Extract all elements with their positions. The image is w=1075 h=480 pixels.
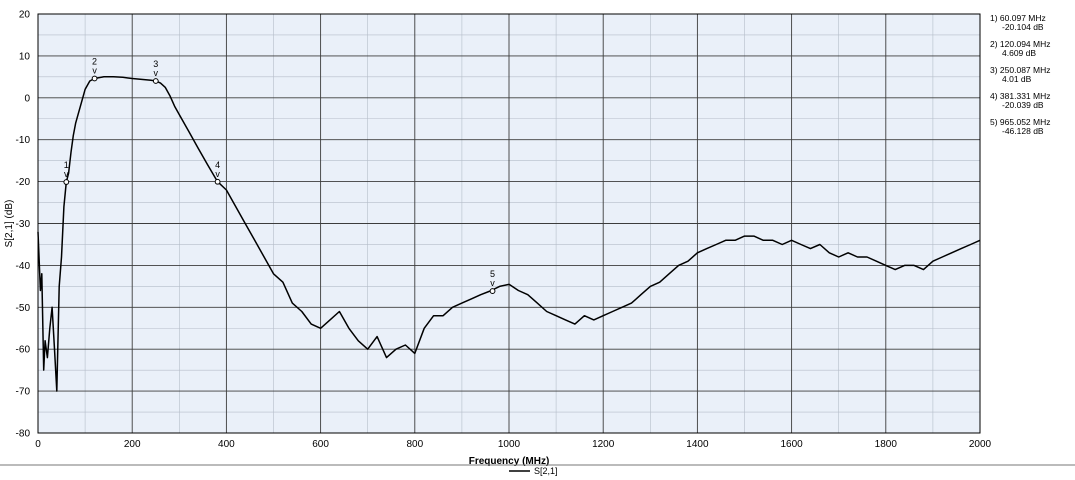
- marker-readout-freq-2: 2) 120.094 MHz: [990, 39, 1050, 49]
- x-tick-label: 1600: [780, 439, 803, 450]
- y-axis-label: S[2,1] (dB): [4, 200, 15, 248]
- marker-point-2: [91, 75, 98, 82]
- y-tick-label: -70: [16, 387, 31, 398]
- y-axis-ticks: 20 10 0 -10 -20 -30 -40 -50 -60 -70 -80: [16, 10, 31, 440]
- marker-label-3: 3: [153, 59, 158, 69]
- marker-readout-db-3: 4.01 dB: [1002, 74, 1032, 84]
- x-tick-label: 600: [312, 439, 329, 450]
- marker-readout-freq-3: 3) 250.087 MHz: [990, 65, 1050, 75]
- marker-readout-db-2: 4.609 dB: [1002, 48, 1036, 58]
- x-tick-label: 0: [35, 439, 41, 450]
- marker-glyph-2: v: [92, 65, 97, 75]
- y-tick-label: -50: [16, 303, 31, 314]
- marker-label-1: 1: [64, 160, 69, 170]
- legend: S[2,1]: [509, 466, 558, 476]
- x-tick-label: 2000: [969, 439, 992, 450]
- x-tick-label: 400: [218, 439, 235, 450]
- x-tick-label: 200: [124, 439, 141, 450]
- legend-label-s21: S[2,1]: [534, 466, 558, 476]
- marker-readout-db-5: -46.128 dB: [1002, 126, 1044, 136]
- y-tick-label: 0: [24, 93, 30, 104]
- marker-label-2: 2: [92, 56, 97, 66]
- marker-label-4: 4: [215, 160, 220, 170]
- marker-point-3: [152, 78, 159, 84]
- marker-point-4: [214, 178, 221, 185]
- marker-readout-db-4: -20.039 dB: [1002, 100, 1044, 110]
- y-tick-label: -20: [16, 177, 31, 188]
- x-axis-ticks: 0 200 400 600 800 1000 1200 1400 1600 1800 2000: [35, 439, 991, 450]
- marker-point-5: [489, 288, 496, 294]
- marker-glyph-1: v: [64, 169, 69, 179]
- marker-readout-db-1: -20.104 dB: [1002, 22, 1044, 32]
- y-tick-label: -80: [16, 429, 31, 440]
- y-tick-label: -40: [16, 261, 31, 272]
- x-tick-label: 1200: [592, 439, 615, 450]
- y-tick-label: -60: [16, 345, 31, 356]
- marker-glyph-3: v: [154, 68, 159, 78]
- marker-readout-freq-5: 5) 965.052 MHz: [990, 117, 1050, 127]
- x-tick-label: 1400: [686, 439, 709, 450]
- x-axis-label: Frequency (MHz): [469, 456, 550, 467]
- x-tick-label: 1800: [875, 439, 898, 450]
- marker-readout-panel: 1) 60.097 MHz-20.104 dB 2) 120.094 MHz4.6…: [990, 13, 1050, 136]
- marker-glyph-4: v: [215, 169, 220, 179]
- x-tick-label: 800: [406, 439, 423, 450]
- marker-readout-freq-4: 4) 381.331 MHz: [990, 91, 1050, 101]
- marker-glyph-5: v: [490, 278, 495, 288]
- series-line-s21: [37, 76, 981, 392]
- y-tick-label: -10: [16, 135, 31, 146]
- x-tick-label: 1000: [498, 439, 521, 450]
- y-tick-label: -30: [16, 219, 31, 230]
- marker-point-1: [63, 179, 70, 185]
- plot-border: [37, 13, 981, 434]
- y-tick-label: 20: [19, 10, 31, 21]
- marker-readout-freq-1: 1) 60.097 MHz: [990, 13, 1046, 23]
- marker-label-5: 5: [490, 269, 495, 279]
- y-tick-label: 10: [19, 51, 31, 62]
